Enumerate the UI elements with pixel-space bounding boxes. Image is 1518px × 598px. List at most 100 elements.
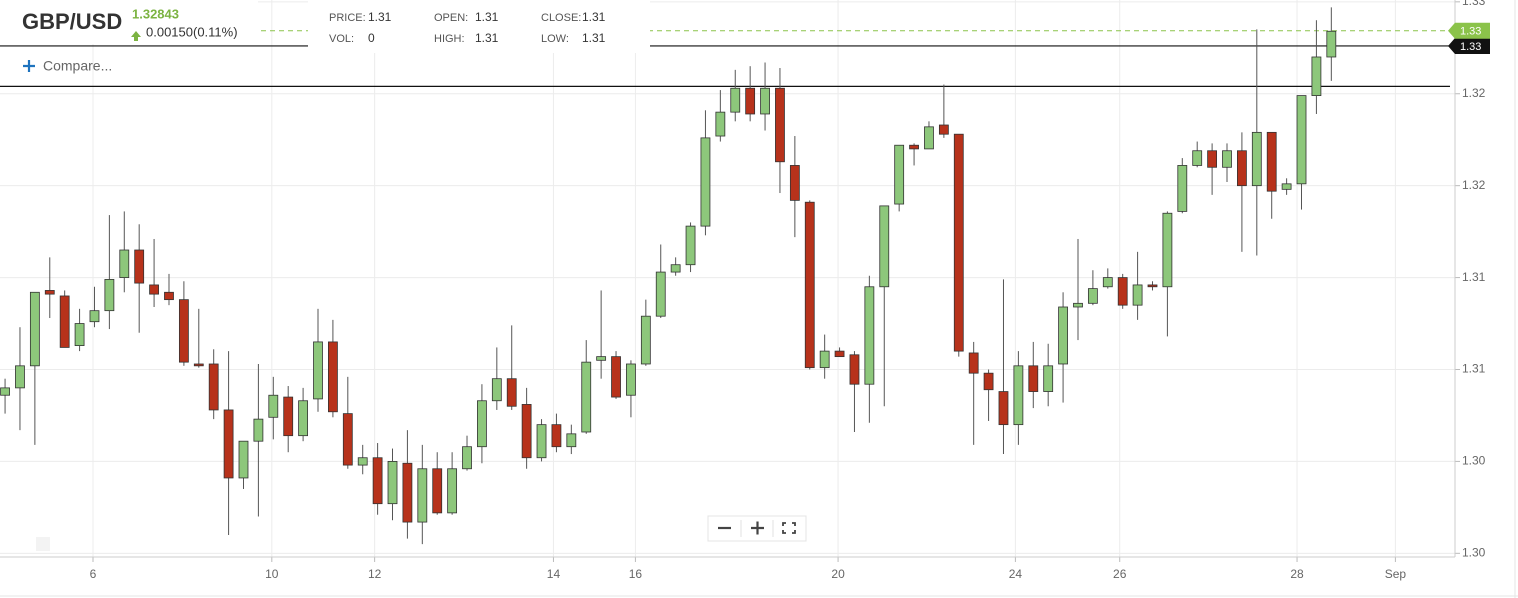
stat-value: 1.31 (582, 31, 606, 45)
candle-body (1266, 131, 1277, 192)
candle-body (715, 111, 726, 137)
candle-body (670, 264, 681, 273)
candle-body (506, 378, 517, 407)
stat-label: OPEN: (434, 12, 468, 24)
candle-body (417, 468, 428, 523)
candle-body (119, 249, 130, 278)
x-tick-label: 14 (547, 567, 561, 581)
candle-body (462, 446, 472, 470)
plus-icon (23, 60, 35, 72)
candle-body (730, 87, 741, 113)
zoom-in[interactable] (751, 521, 764, 535)
candle-body (953, 133, 964, 352)
symbol: GBP/USD (22, 9, 122, 34)
candle-body (1281, 183, 1292, 190)
last-price: 1.32843 (132, 6, 179, 21)
stat-value: 1.31 (475, 31, 499, 45)
candle-body (1043, 365, 1054, 392)
candle-body (1102, 277, 1113, 288)
stat-label: LOW: (541, 33, 569, 45)
candle-body (685, 225, 696, 266)
fullscreen[interactable] (782, 522, 796, 534)
candle-body (238, 440, 249, 479)
candle-body (566, 433, 577, 448)
candle-body (849, 354, 860, 385)
candle-body (1207, 150, 1218, 168)
stat-value: 1.31 (368, 10, 392, 24)
horizontal-line-tag (1448, 37, 1490, 54)
x-tick-label: 10 (265, 567, 279, 581)
scroll-handle (36, 537, 50, 551)
candle-body (581, 361, 592, 433)
y-tick-label: 1.32 (1462, 178, 1486, 192)
candle-body (178, 299, 189, 363)
candle-body (402, 462, 413, 523)
candle-body (268, 394, 279, 418)
candle-body (193, 363, 204, 367)
x-tick-label: 12 (368, 567, 382, 581)
x-tick-label: 20 (831, 567, 845, 581)
candle-body (29, 291, 40, 367)
candle-body (1058, 306, 1068, 365)
candle-body (626, 363, 636, 396)
x-tick-label: Sep (1385, 567, 1407, 581)
header: GBP/USD 1.32843 0.00150(0.11%) PRICE: 1.… (0, 0, 650, 74)
candle-body (998, 391, 1009, 426)
candle-body (223, 409, 234, 479)
candle-body (1073, 302, 1083, 308)
candle-body (372, 457, 383, 505)
candle-body (1147, 284, 1158, 288)
candle-body (596, 356, 607, 361)
y-tick-label: 1.30 (1462, 545, 1486, 559)
compare-button[interactable]: Compare... (23, 58, 112, 74)
candle-body (1296, 95, 1307, 185)
candle-body (924, 126, 934, 150)
compare-label: Compare... (43, 58, 112, 74)
candle-body (134, 249, 145, 284)
candle-body (283, 396, 294, 437)
candle-body (104, 279, 115, 312)
candle-body (775, 87, 785, 163)
candle-body (804, 201, 815, 369)
x-tick-label: 24 (1009, 567, 1023, 581)
stat-value: 1.31 (475, 10, 499, 24)
candle-body (357, 457, 368, 466)
candle-body (894, 144, 905, 205)
candle-body (968, 352, 979, 374)
candle-body (1013, 365, 1024, 426)
candle-body (1326, 30, 1337, 58)
candle-body (387, 461, 398, 505)
candle-body (342, 413, 353, 466)
candle-body (1222, 150, 1232, 168)
candle-body (447, 468, 458, 514)
candle-body (640, 315, 651, 365)
y-tick-label: 1.32 (1462, 86, 1486, 100)
candle-body (432, 468, 443, 514)
candle-body (1132, 284, 1143, 306)
candle-body (328, 341, 338, 413)
candle-body (59, 295, 70, 348)
up-arrow (131, 31, 141, 41)
candle-body (0, 387, 10, 396)
candle-body (208, 363, 219, 411)
x-tick-label: 16 (629, 567, 643, 581)
candle-body (44, 290, 55, 295)
stats-box (308, 0, 650, 53)
candle-body (521, 404, 532, 459)
y-tick-label: 1.33 (1462, 0, 1486, 8)
candle-body (938, 124, 949, 135)
candle-body (477, 400, 487, 448)
stat-label: PRICE: (329, 12, 366, 24)
candle-body (253, 418, 264, 442)
candle-body (1117, 277, 1128, 306)
candle-body (983, 372, 994, 391)
candle-body (834, 350, 845, 358)
stat-label: HIGH: (434, 33, 465, 45)
candle-body (864, 286, 875, 385)
x-tick-label: 28 (1290, 567, 1304, 581)
stat-label: CLOSE: (541, 12, 581, 24)
candle-body (15, 365, 25, 389)
stat-value: 1.31 (582, 10, 606, 24)
